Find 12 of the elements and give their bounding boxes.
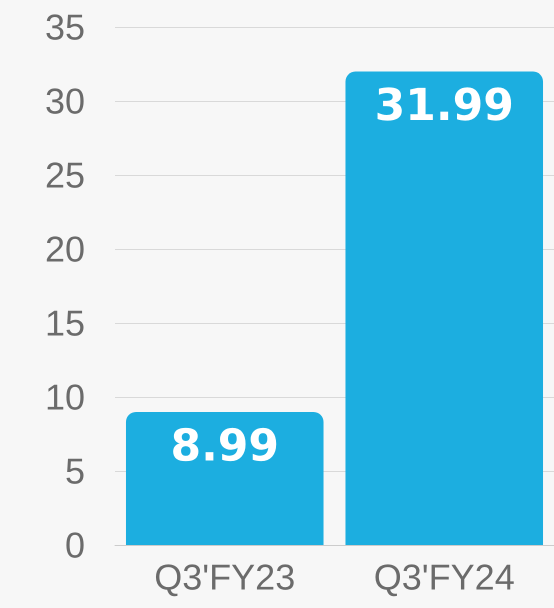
y-tick-label: 35: [44, 6, 85, 48]
y-tick-label: 5: [64, 450, 85, 492]
y-tick-label: 30: [44, 80, 85, 122]
y-tick-label: 10: [44, 376, 85, 418]
x-tick-label: Q3'FY23: [154, 556, 296, 598]
y-tick-label: 25: [44, 154, 85, 196]
y-tick-label: 20: [44, 228, 85, 270]
y-tick-label: 0: [64, 524, 85, 566]
data-label: 8.99: [170, 420, 280, 472]
data-label: 31.99: [374, 80, 514, 132]
y-tick-label: 15: [44, 302, 85, 344]
x-tick-label: Q3'FY24: [374, 556, 515, 598]
